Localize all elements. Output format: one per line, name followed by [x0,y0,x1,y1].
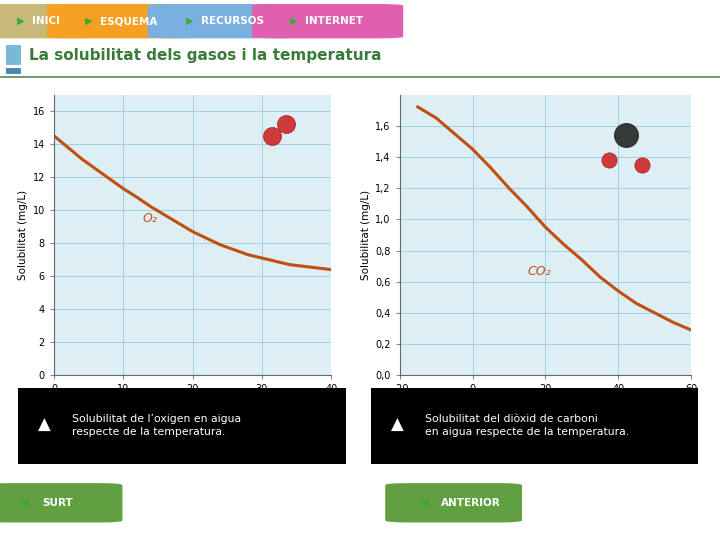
Text: ◀: ◀ [420,498,428,508]
Text: T (°C): T (°C) [302,401,334,410]
Text: Solubilitat del diòxid de carboni
en aigua respecte de la temperatura.: Solubilitat del diòxid de carboni en aig… [425,414,629,437]
Text: ▶: ▶ [85,16,92,26]
Text: CO₂: CO₂ [528,265,552,278]
Text: Química 1: Química 1 [621,5,706,21]
Text: SURT: SURT [42,498,73,508]
Text: ESQUEMA: ESQUEMA [100,16,158,26]
Text: ▶: ▶ [186,16,193,26]
Text: ANTERIOR: ANTERIOR [441,498,501,508]
Text: ▲: ▲ [391,416,404,434]
Bar [5,44,21,65]
FancyBboxPatch shape [47,4,198,38]
Text: ▶: ▶ [290,16,297,26]
FancyBboxPatch shape [252,4,403,38]
Y-axis label: Solubilitat (mg/L): Solubilitat (mg/L) [361,190,371,280]
FancyBboxPatch shape [148,4,302,38]
Text: La solubilitat dels gasos i la temperatura: La solubilitat dels gasos i la temperatu… [29,48,382,63]
Text: T (°C): T (°C) [662,401,694,410]
Text: INTERNET: INTERNET [305,16,364,26]
Text: Grup Promotor: Grup Promotor [576,485,693,500]
FancyBboxPatch shape [0,4,97,38]
Text: RECURSOS: RECURSOS [201,16,264,26]
Text: ◀: ◀ [20,498,29,508]
Text: Solubilitat de l’oxigen en aigua
respecte de la temperatura.: Solubilitat de l’oxigen en aigua respect… [72,414,241,437]
Text: Santillana: Santillana [576,517,631,528]
Text: ▲: ▲ [38,416,51,434]
Text: INICI: INICI [32,16,60,26]
Text: ▶: ▶ [17,16,24,26]
Text: Les solucions: Les solucions [632,25,706,35]
Bar [5,66,21,75]
FancyBboxPatch shape [385,483,522,523]
FancyBboxPatch shape [371,388,698,464]
Text: O₂: O₂ [143,212,158,225]
Text: BATXILLERAT: BATXILLERAT [644,8,706,17]
FancyBboxPatch shape [18,388,346,464]
Y-axis label: Solubilitat (mg/L): Solubilitat (mg/L) [19,190,28,280]
FancyBboxPatch shape [0,483,122,523]
